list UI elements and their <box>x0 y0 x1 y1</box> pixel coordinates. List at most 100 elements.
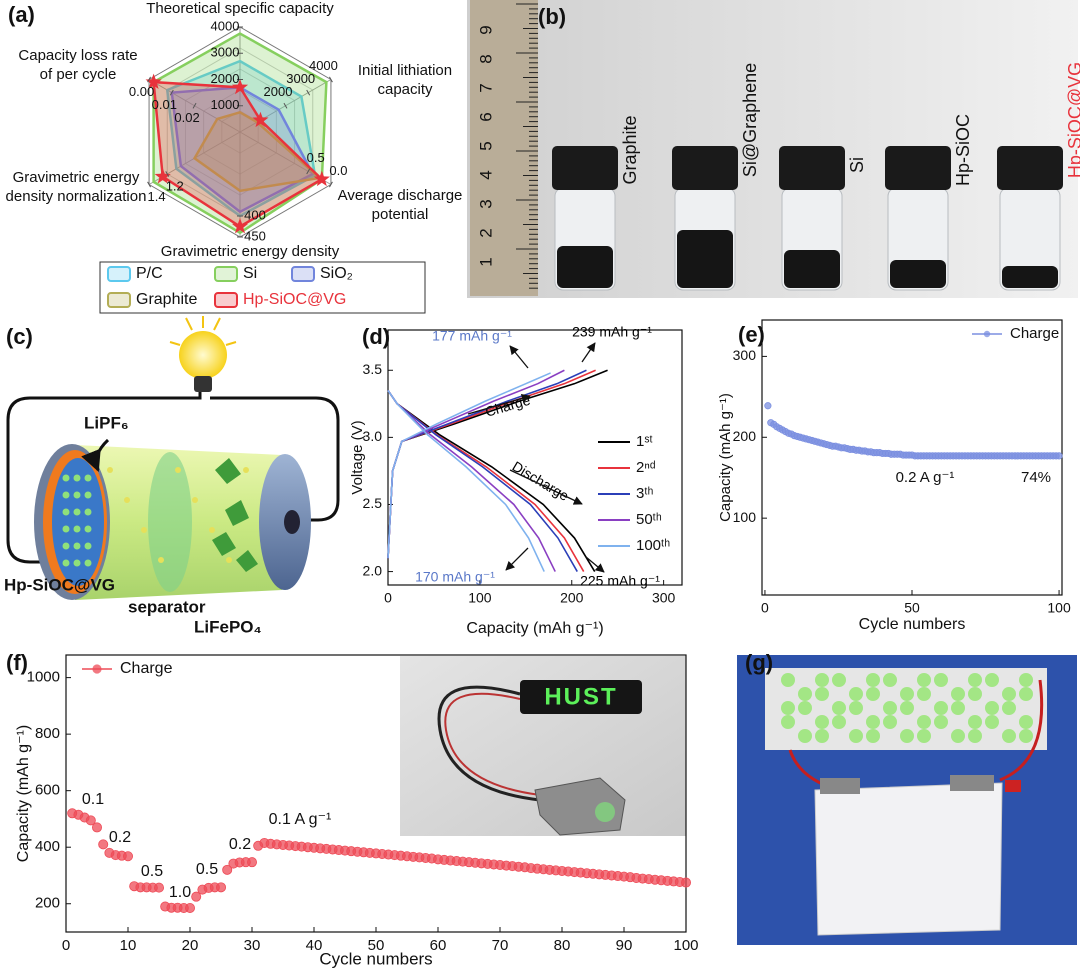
radar-tick-label: 2000 <box>264 84 293 99</box>
legend-label: 50ᵗʰ <box>636 511 662 528</box>
led-badge <box>520 680 642 714</box>
led <box>832 673 846 687</box>
curve <box>387 372 551 559</box>
led <box>781 701 795 715</box>
led <box>900 729 914 743</box>
radar-marker <box>231 218 249 234</box>
vial-powder <box>677 230 733 288</box>
led <box>866 687 880 701</box>
point <box>92 822 103 833</box>
photo-b: Graphite Si@Graphene Si Hp-SiOC Hp-SiOC@VG <box>467 0 1080 298</box>
cable <box>444 692 541 796</box>
radar-tick-label: 0.5 <box>307 150 325 165</box>
y-tick-label: 600 <box>35 782 60 799</box>
led <box>934 673 948 687</box>
led <box>985 715 999 729</box>
radar-marker <box>145 73 162 90</box>
ion <box>158 557 164 563</box>
led <box>1002 701 1016 715</box>
x-tick-label: 50 <box>904 600 920 616</box>
x-tick-label: 70 <box>492 937 509 954</box>
panel-label: (f) <box>6 650 28 675</box>
x-tick-label: 100 <box>673 937 698 954</box>
radar-tick-label: 3000 <box>211 45 240 60</box>
vial-cap <box>885 146 951 190</box>
x-tick-label: 100 <box>468 590 492 606</box>
clip <box>950 775 994 791</box>
led <box>985 673 999 687</box>
radar-tick-label: 0.00 <box>129 84 154 99</box>
ruler-label: 8 <box>476 54 495 63</box>
schematic-label: LiFePO₄ <box>194 617 262 636</box>
point <box>85 815 96 826</box>
terminal <box>284 510 300 534</box>
ruler-label: 6 <box>476 112 495 121</box>
annotation: 0.2 A g⁻¹ <box>896 469 955 486</box>
vials: Graphite Si@Graphene Si Hp-SiOC Hp-SiOC@VG <box>552 62 1080 291</box>
y-tick-label: 200 <box>733 428 757 444</box>
arrow <box>505 547 529 571</box>
x-tick-label: 80 <box>554 937 571 954</box>
x-tick-label: 60 <box>430 937 447 954</box>
annotation: 177 mAh g⁻¹ <box>432 328 512 344</box>
curve <box>387 369 565 559</box>
vial-powder <box>890 260 946 288</box>
vial-cap <box>672 146 738 190</box>
schematic-c <box>6 316 340 600</box>
ion <box>243 467 249 473</box>
particle <box>84 474 92 482</box>
legend-marker <box>983 330 991 338</box>
led <box>866 673 880 687</box>
particle <box>62 525 70 533</box>
particle <box>62 491 70 499</box>
point <box>215 882 226 893</box>
particle <box>73 525 81 533</box>
arrow <box>581 342 596 363</box>
y-tick-label: 3.0 <box>363 428 383 444</box>
y-tick-label: 100 <box>733 509 757 525</box>
led <box>968 715 982 729</box>
curve <box>387 389 545 572</box>
led <box>815 687 829 701</box>
point <box>184 902 195 913</box>
led-array <box>781 673 1033 743</box>
radar-tick <box>192 102 197 109</box>
radar-tick-label: 0.0 <box>329 163 347 178</box>
x-tick-label: 10 <box>120 937 137 954</box>
legend-swatch <box>107 292 131 308</box>
y-axis-title: Capacity (mAh g⁻¹) <box>717 393 734 522</box>
y-axis-title: Capacity (mAh g⁻¹) <box>15 725 32 862</box>
radar-tick-label: 4000 <box>211 18 240 33</box>
arrow <box>585 556 605 573</box>
ion <box>124 497 130 503</box>
ion <box>175 467 181 473</box>
x-tick-label: 30 <box>244 937 261 954</box>
radar-tick <box>165 171 170 177</box>
y-tick-label: 200 <box>35 895 60 912</box>
panel-label: (b) <box>538 4 566 29</box>
ion <box>107 467 113 473</box>
led <box>968 673 982 687</box>
legend-marker <box>92 664 102 674</box>
legend-label: Hp-SiOC@VG <box>243 291 346 308</box>
radar-marker <box>252 111 269 128</box>
led <box>1002 687 1016 701</box>
particle <box>62 474 70 482</box>
led <box>815 715 829 729</box>
y-tick-label: 300 <box>733 347 757 363</box>
led <box>917 729 931 743</box>
y-tick-label: 2.5 <box>363 495 383 511</box>
radar-tick-label: 0.02 <box>174 110 199 125</box>
x-tick-label: 200 <box>560 590 584 606</box>
arrow <box>509 469 583 505</box>
ruler-label: 2 <box>476 228 495 237</box>
led <box>985 701 999 715</box>
x-axis-title: Cycle numbers <box>859 616 966 633</box>
legend-box <box>99 261 426 314</box>
led <box>951 701 965 715</box>
legend-label: Graphite <box>136 291 197 308</box>
x-axis-title: Capacity (mAh g⁻¹) <box>466 620 603 637</box>
sample-label: Graphite <box>620 115 640 184</box>
led <box>1019 715 1033 729</box>
